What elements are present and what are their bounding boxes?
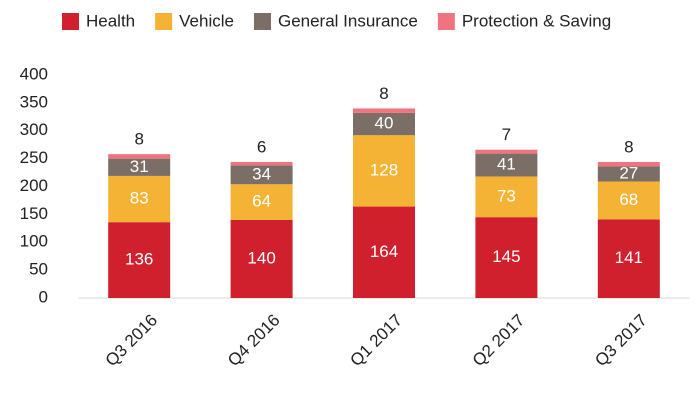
data-label: 145 xyxy=(492,247,520,266)
data-label: 140 xyxy=(247,248,275,267)
data-label: 8 xyxy=(134,130,143,149)
legend-label: Protection & Saving xyxy=(462,11,611,30)
bar-segment xyxy=(597,219,660,298)
data-label: 27 xyxy=(619,163,638,182)
data-label: 73 xyxy=(497,186,516,205)
bar-segment xyxy=(475,149,538,154)
x-tick-label: Q4 2016 xyxy=(224,311,284,371)
bar-segment xyxy=(230,184,293,220)
bar-segment xyxy=(353,206,415,298)
bar-segment xyxy=(475,217,538,298)
bar-segment xyxy=(230,219,293,298)
bar-segment xyxy=(475,176,538,218)
bar-segment xyxy=(108,222,171,298)
y-tick-label: 200 xyxy=(20,176,48,195)
y-tick-label: 400 xyxy=(20,64,48,83)
y-tick-label: 0 xyxy=(39,287,48,306)
data-label: 8 xyxy=(624,137,633,156)
bar-segment xyxy=(353,108,415,113)
bar-segment xyxy=(230,161,293,166)
bar-segment xyxy=(108,158,171,176)
y-tick-label: 150 xyxy=(20,204,48,223)
legend-swatch xyxy=(437,13,455,30)
bar-segment xyxy=(597,161,660,167)
data-label: 41 xyxy=(497,155,516,174)
legend-swatch xyxy=(62,13,79,30)
legend-label: General Insurance xyxy=(278,11,418,30)
bar-segment xyxy=(108,154,171,159)
y-tick-label: 300 xyxy=(20,120,48,139)
data-label: 83 xyxy=(130,189,149,208)
legend-swatch xyxy=(253,13,271,30)
y-tick-label: 50 xyxy=(29,260,48,279)
data-label: 40 xyxy=(375,114,394,133)
data-label: 31 xyxy=(130,157,149,176)
data-label: 68 xyxy=(619,190,638,209)
y-tick-label: 350 xyxy=(20,92,48,111)
data-label: 8 xyxy=(379,84,388,103)
bar-segment xyxy=(108,175,171,223)
data-label: 64 xyxy=(252,192,271,211)
data-label: 128 xyxy=(370,160,398,179)
legend-label: Health xyxy=(86,11,135,30)
legend-swatch xyxy=(155,13,173,30)
data-label: 7 xyxy=(502,125,511,144)
legend-label: Vehicle xyxy=(179,11,234,30)
data-label: 164 xyxy=(370,242,398,261)
y-tick-label: 100 xyxy=(20,232,48,251)
x-tick-label: Q3 2017 xyxy=(591,311,651,371)
data-label: 141 xyxy=(615,248,643,267)
bar-segment xyxy=(597,166,660,182)
x-tick-label: Q2 2017 xyxy=(469,311,529,371)
x-tick-label: Q3 2016 xyxy=(102,311,162,371)
bar-segment xyxy=(230,165,293,185)
bar-segment xyxy=(475,153,538,177)
data-label: 136 xyxy=(125,250,153,269)
x-tick-label: Q1 2017 xyxy=(346,311,406,371)
data-label: 6 xyxy=(257,137,266,156)
bar-segment xyxy=(353,135,415,207)
bar-segment xyxy=(353,112,415,136)
bar-segment xyxy=(597,181,660,220)
y-tick-label: 250 xyxy=(20,148,48,167)
data-label: 34 xyxy=(252,164,271,183)
